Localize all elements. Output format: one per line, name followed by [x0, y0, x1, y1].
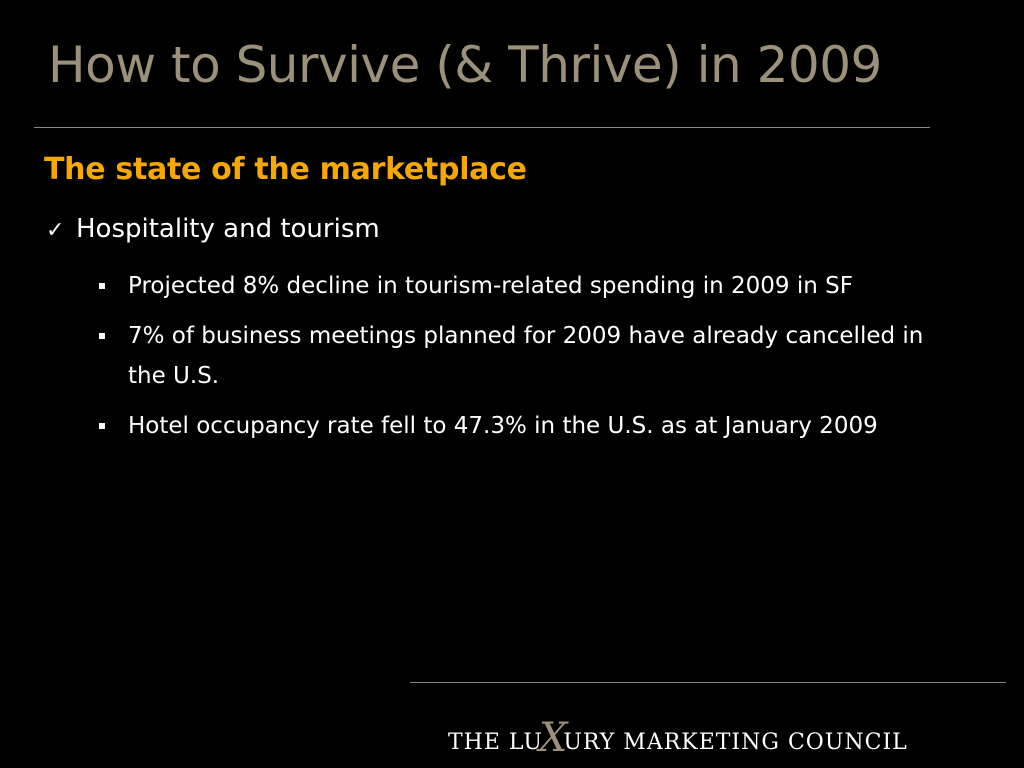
slide-subtitle: The state of the marketplace [44, 152, 527, 187]
logo-text-start: THE LU [448, 730, 543, 755]
square-bullet-icon [99, 423, 105, 429]
title-divider [34, 127, 930, 128]
logo-x-mark: X [538, 715, 568, 761]
bullet-level1-text: Hospitality and tourism [76, 214, 380, 244]
square-bullet-icon [99, 283, 105, 289]
slide-title: How to Survive (& Thrive) in 2009 [48, 36, 882, 94]
logo-text-end: URY MARKETING COUNCIL [563, 730, 908, 755]
list-item-text: Projected 8% decline in tourism-related … [128, 273, 853, 299]
square-bullet-icon [99, 333, 105, 339]
list-item: Hotel occupancy rate fell to 47.3% in th… [96, 406, 926, 446]
list-item: Projected 8% decline in tourism-related … [96, 266, 926, 306]
brand-logo: THE LUXURY MARKETING COUNCIL [448, 707, 988, 761]
checkmark-icon: ✓ [46, 218, 65, 243]
footer-divider [410, 682, 1006, 683]
list-item: 7% of business meetings planned for 2009… [96, 316, 926, 396]
list-item-text: Hotel occupancy rate fell to 47.3% in th… [128, 413, 878, 439]
bullet-level1: ✓ Hospitality and tourism [46, 214, 380, 244]
list-item-text: 7% of business meetings planned for 2009… [128, 323, 924, 389]
bullet-list: Projected 8% decline in tourism-related … [96, 266, 926, 456]
